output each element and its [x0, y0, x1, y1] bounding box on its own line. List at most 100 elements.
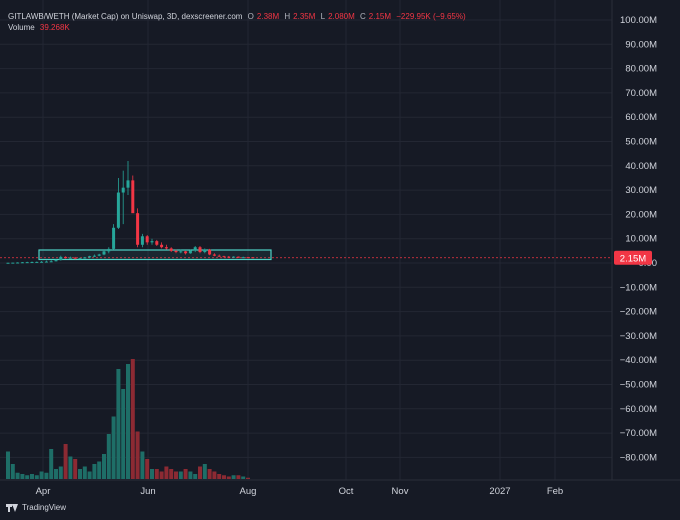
candle-body[interactable] [179, 251, 183, 253]
volume-bar [140, 451, 145, 479]
candle-body[interactable] [212, 254, 216, 256]
candle-body[interactable] [126, 180, 130, 188]
time-axis-label: Aug [240, 486, 257, 497]
volume-bar [169, 469, 174, 479]
candle-body[interactable] [20, 262, 24, 264]
candle-body[interactable] [140, 236, 144, 245]
volume-bar [236, 475, 241, 479]
candle-body[interactable] [193, 247, 197, 251]
volume-bar [97, 461, 102, 479]
candle-body[interactable] [44, 261, 48, 263]
candle-body[interactable] [131, 180, 135, 214]
candle-body[interactable] [241, 257, 245, 259]
volume-bar [20, 474, 25, 479]
volume-value: 39.268K [39, 23, 70, 32]
candle-body[interactable] [83, 257, 87, 259]
candle-body[interactable] [236, 256, 240, 258]
candle-body[interactable] [155, 241, 159, 245]
candle-body[interactable] [11, 262, 15, 264]
time-axis-label: Oct [339, 486, 354, 497]
volume-bar [154, 469, 159, 479]
candle-body[interactable] [25, 262, 29, 264]
price-axis-label: −70.00M [620, 428, 657, 439]
candle-body[interactable] [35, 261, 39, 263]
candle-body[interactable] [217, 255, 221, 257]
candle-body[interactable] [78, 258, 82, 260]
candle-body[interactable] [246, 257, 250, 259]
volume-bar [217, 474, 222, 479]
candle-body[interactable] [188, 250, 192, 254]
volume-bar [44, 472, 49, 479]
volume-bar [207, 469, 212, 479]
candle-body[interactable] [92, 255, 96, 257]
candle-body[interactable] [198, 247, 202, 253]
candle-body[interactable] [68, 257, 72, 259]
candle-body[interactable] [227, 256, 231, 258]
candle-body[interactable] [169, 248, 173, 251]
candle-body[interactable] [40, 261, 44, 263]
volume-bar [82, 466, 87, 479]
candle-body[interactable] [160, 244, 164, 248]
candle-body[interactable] [232, 256, 236, 258]
price-axis-label: 40.00M [625, 161, 657, 172]
volume-bar [183, 469, 188, 479]
price-axis-label: 90.00M [625, 39, 657, 50]
volume-label: Volume [8, 23, 35, 32]
legend-price-row: GITLAWB/WETH (Market Cap) on Uniswap, 3D… [8, 11, 469, 22]
candle-body[interactable] [164, 247, 168, 249]
candle-body[interactable] [102, 251, 106, 255]
price-axis-label: −60.00M [620, 404, 657, 415]
low-label: L [320, 12, 326, 21]
candle-body[interactable] [174, 250, 178, 253]
candle-body[interactable] [145, 236, 149, 243]
candle-body[interactable] [112, 227, 116, 249]
legend-volume-row: Volume 39.268K [8, 22, 469, 33]
low-value: 2.080M [328, 12, 355, 21]
candle-body[interactable] [107, 248, 111, 252]
volume-bar [111, 416, 116, 479]
candle-body[interactable] [222, 256, 226, 258]
candle-body[interactable] [59, 256, 63, 261]
candle-body[interactable] [116, 192, 120, 228]
candle-body[interactable] [88, 256, 92, 258]
tradingview-branding[interactable]: TradingView [6, 503, 66, 512]
volume-bar [193, 474, 198, 479]
candle-body[interactable] [136, 213, 140, 245]
volume-bar [145, 459, 150, 479]
volume-bar [212, 471, 217, 479]
volume-bar [116, 369, 121, 479]
price-axis-label: 60.00M [625, 112, 657, 123]
volume-bar [231, 475, 236, 479]
candle-body[interactable] [6, 262, 10, 264]
candle-body[interactable] [64, 256, 68, 259]
candle-body[interactable] [251, 257, 255, 259]
candle-body[interactable] [203, 249, 207, 253]
candle-body[interactable] [54, 260, 58, 262]
candle-body[interactable] [16, 262, 20, 264]
volume-bar [164, 466, 169, 479]
volume-bar [241, 476, 246, 479]
volume-bar [39, 471, 44, 479]
volume-bar [49, 449, 54, 479]
candle-body[interactable] [150, 241, 154, 243]
change-value: −229.95K (−9.65%) [396, 12, 466, 21]
price-axis-label: 20.00M [625, 209, 657, 220]
time-axis-label: Feb [547, 486, 563, 497]
highlight-box [38, 249, 272, 261]
candle-body[interactable] [30, 262, 34, 264]
candle-body[interactable] [49, 261, 53, 263]
volume-bar [6, 451, 10, 479]
candle-body[interactable] [184, 251, 188, 254]
candle-body[interactable] [121, 187, 125, 193]
chart-legend: GITLAWB/WETH (Market Cap) on Uniswap, 3D… [8, 11, 469, 33]
price-axis-label: −10.00M [620, 282, 657, 293]
volume-bar [58, 466, 63, 479]
candle-body[interactable] [97, 254, 101, 256]
candle-body[interactable] [73, 257, 77, 259]
tradingview-label: TradingView [22, 503, 67, 512]
candle-body[interactable] [208, 249, 212, 255]
current-price-badge[interactable] [614, 250, 652, 265]
price-axis-label: 30.00M [625, 185, 657, 196]
